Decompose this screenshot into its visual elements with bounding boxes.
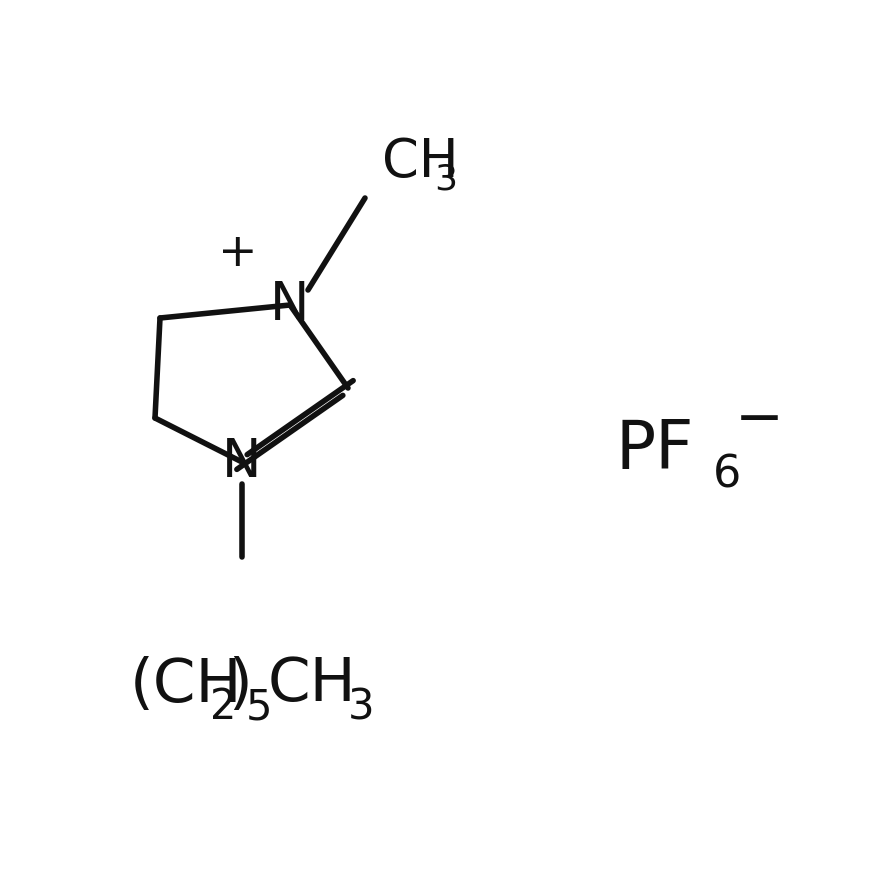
Text: PF: PF <box>615 417 693 483</box>
Text: 5: 5 <box>246 686 272 728</box>
Text: N: N <box>222 436 262 488</box>
Text: +: + <box>218 231 258 276</box>
Text: (CH: (CH <box>130 656 242 715</box>
Text: N: N <box>271 279 310 331</box>
Text: ): ) <box>228 656 252 715</box>
Text: −: − <box>735 392 784 449</box>
Text: 6: 6 <box>713 454 741 497</box>
Text: CH: CH <box>382 136 458 188</box>
Text: CH: CH <box>268 656 357 715</box>
Text: 3: 3 <box>434 163 457 197</box>
Text: 2: 2 <box>210 686 237 728</box>
Text: 3: 3 <box>348 686 375 728</box>
